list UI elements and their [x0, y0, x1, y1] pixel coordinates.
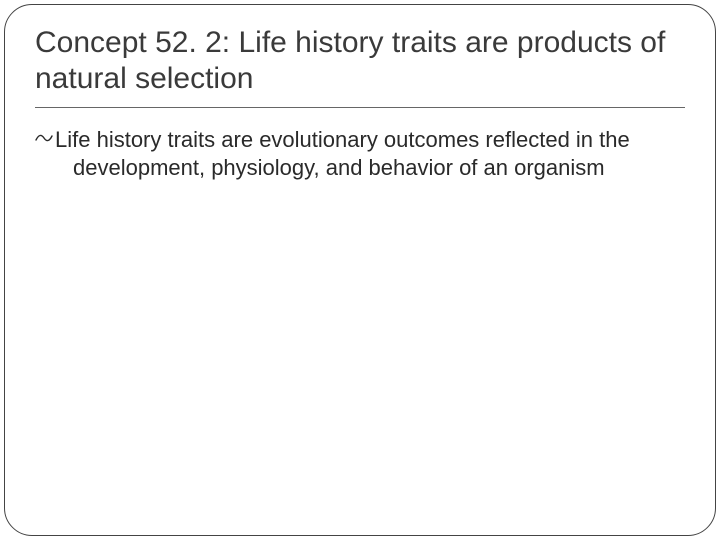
bullet-line-1: Life history traits are evolutionary out…	[55, 126, 630, 154]
slide-content: Concept 52. 2: Life history traits are p…	[5, 5, 715, 211]
bullet-item: Life history traits are evolutionary out…	[35, 126, 685, 181]
bullet-icon	[35, 126, 53, 155]
slide-frame: Concept 52. 2: Life history traits are p…	[4, 4, 716, 536]
slide-title: Concept 52. 2: Life history traits are p…	[35, 25, 685, 97]
bullet-line-2: development, physiology, and behavior of…	[55, 154, 630, 182]
bullet-text-wrapper: Life history traits are evolutionary out…	[55, 126, 630, 181]
title-underline	[35, 107, 685, 108]
